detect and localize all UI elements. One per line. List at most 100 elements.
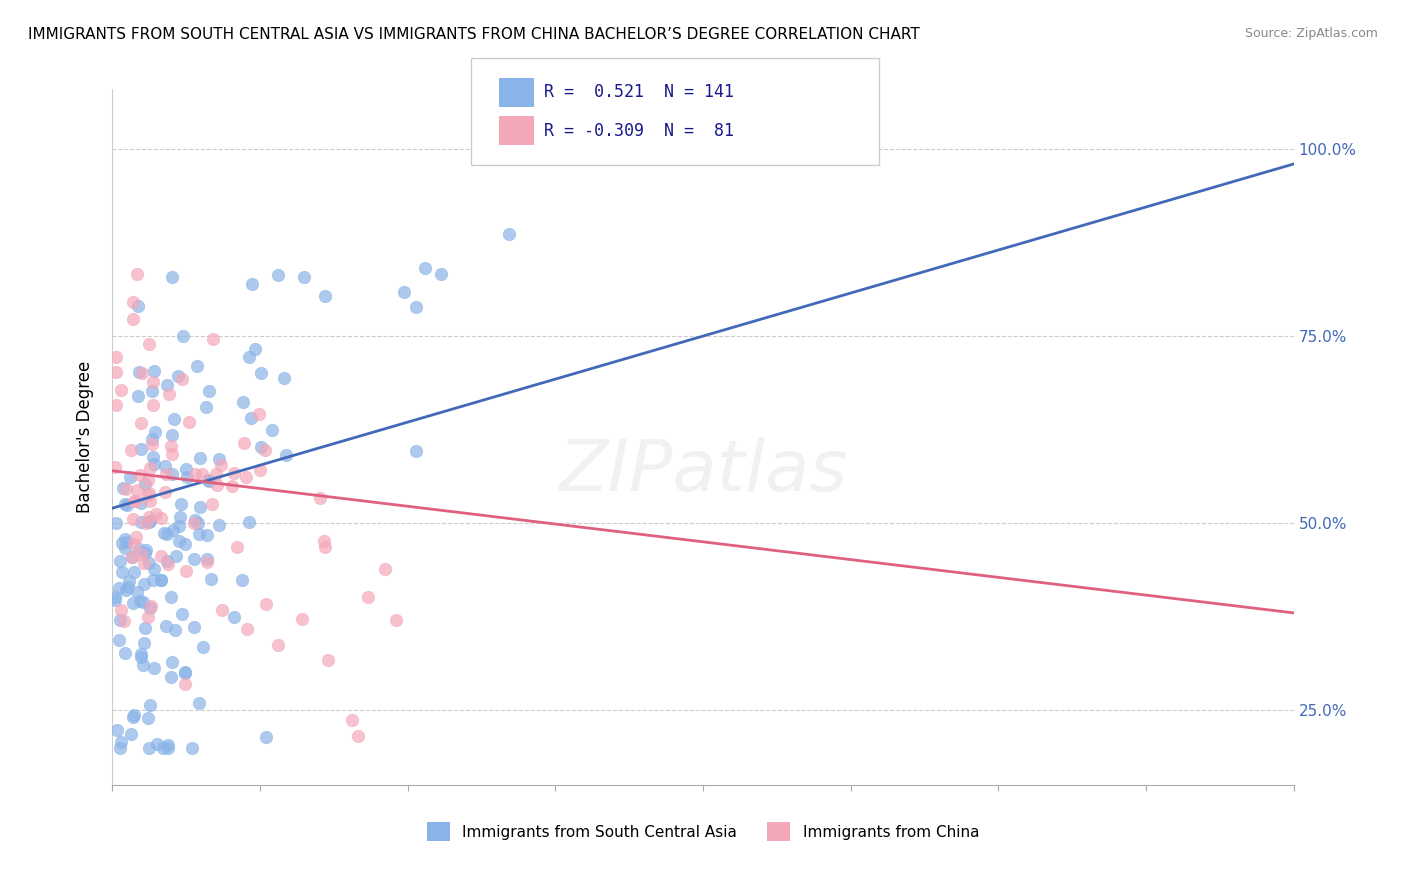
Point — [190, 467, 212, 481]
Point — [132, 658, 155, 673]
Point — [142, 398, 165, 412]
Point — [108, 740, 131, 755]
Point — [201, 332, 224, 346]
Point — [118, 574, 141, 589]
Point — [142, 562, 165, 576]
Point — [138, 336, 160, 351]
Point — [104, 516, 127, 530]
Point — [138, 711, 160, 725]
Point — [121, 550, 143, 565]
Point — [129, 547, 152, 561]
Point — [156, 527, 179, 541]
Point — [195, 552, 218, 566]
Point — [188, 500, 211, 514]
Point — [131, 366, 153, 380]
Point — [292, 269, 315, 284]
Point — [249, 463, 271, 477]
Point — [128, 541, 150, 556]
Point — [135, 543, 157, 558]
Point — [125, 483, 148, 498]
Point — [235, 470, 257, 484]
Point — [174, 677, 197, 691]
Point — [150, 549, 173, 563]
Point — [176, 470, 198, 484]
Point — [204, 467, 226, 482]
Text: ZIPatlas: ZIPatlas — [558, 437, 848, 507]
Point — [174, 537, 197, 551]
Point — [136, 610, 159, 624]
Point — [139, 514, 162, 528]
Point — [207, 451, 229, 466]
Point — [149, 574, 172, 588]
Point — [132, 636, 155, 650]
Point — [138, 486, 160, 500]
Point — [165, 549, 187, 563]
Point — [142, 450, 165, 464]
Point — [127, 389, 149, 403]
Point — [240, 277, 263, 291]
Point — [276, 448, 298, 462]
Point — [157, 740, 180, 755]
Point — [108, 554, 131, 568]
Point — [160, 439, 183, 453]
Point — [112, 615, 135, 629]
Point — [104, 593, 127, 607]
Point — [267, 268, 290, 282]
Point — [129, 468, 152, 483]
Point — [127, 299, 149, 313]
Point — [156, 378, 179, 392]
Point — [131, 416, 153, 430]
Point — [231, 573, 253, 587]
Point — [232, 436, 254, 450]
Point — [208, 517, 231, 532]
Point — [253, 442, 276, 457]
Point — [149, 510, 172, 524]
Point — [143, 363, 166, 377]
Point — [114, 497, 136, 511]
Point — [117, 580, 139, 594]
Point — [160, 467, 183, 481]
Text: R = -0.309  N =  81: R = -0.309 N = 81 — [544, 122, 734, 140]
Point — [105, 723, 128, 738]
Point — [235, 622, 257, 636]
Point — [142, 458, 165, 472]
Point — [122, 565, 145, 579]
Point — [135, 516, 157, 530]
Point — [315, 540, 337, 554]
Point — [121, 512, 143, 526]
Point — [138, 556, 160, 570]
Point — [221, 479, 243, 493]
Point — [104, 460, 127, 475]
Point — [138, 740, 160, 755]
Point — [111, 481, 134, 495]
Point — [121, 596, 143, 610]
Point — [172, 607, 194, 621]
Point — [108, 613, 131, 627]
Point — [145, 737, 167, 751]
Point — [142, 375, 165, 389]
Point — [132, 595, 155, 609]
Point — [157, 738, 180, 752]
Point — [195, 528, 218, 542]
Point — [134, 556, 156, 570]
Point — [132, 577, 155, 591]
Point — [222, 609, 245, 624]
Point — [104, 591, 127, 605]
Point — [238, 516, 260, 530]
Point — [115, 498, 138, 512]
Point — [138, 515, 160, 529]
Point — [200, 573, 222, 587]
Point — [118, 470, 141, 484]
Point — [121, 727, 143, 741]
Point — [209, 458, 232, 472]
Point — [129, 594, 152, 608]
Point — [155, 467, 177, 481]
Point — [115, 483, 138, 497]
Point — [163, 411, 186, 425]
Point — [162, 446, 184, 460]
Point — [122, 709, 145, 723]
Point — [143, 425, 166, 439]
Point — [184, 513, 207, 527]
Text: IMMIGRANTS FROM SOUTH CENTRAL ASIA VS IMMIGRANTS FROM CHINA BACHELOR’S DEGREE CO: IMMIGRANTS FROM SOUTH CENTRAL ASIA VS IM… — [28, 27, 920, 42]
Point — [125, 494, 148, 508]
